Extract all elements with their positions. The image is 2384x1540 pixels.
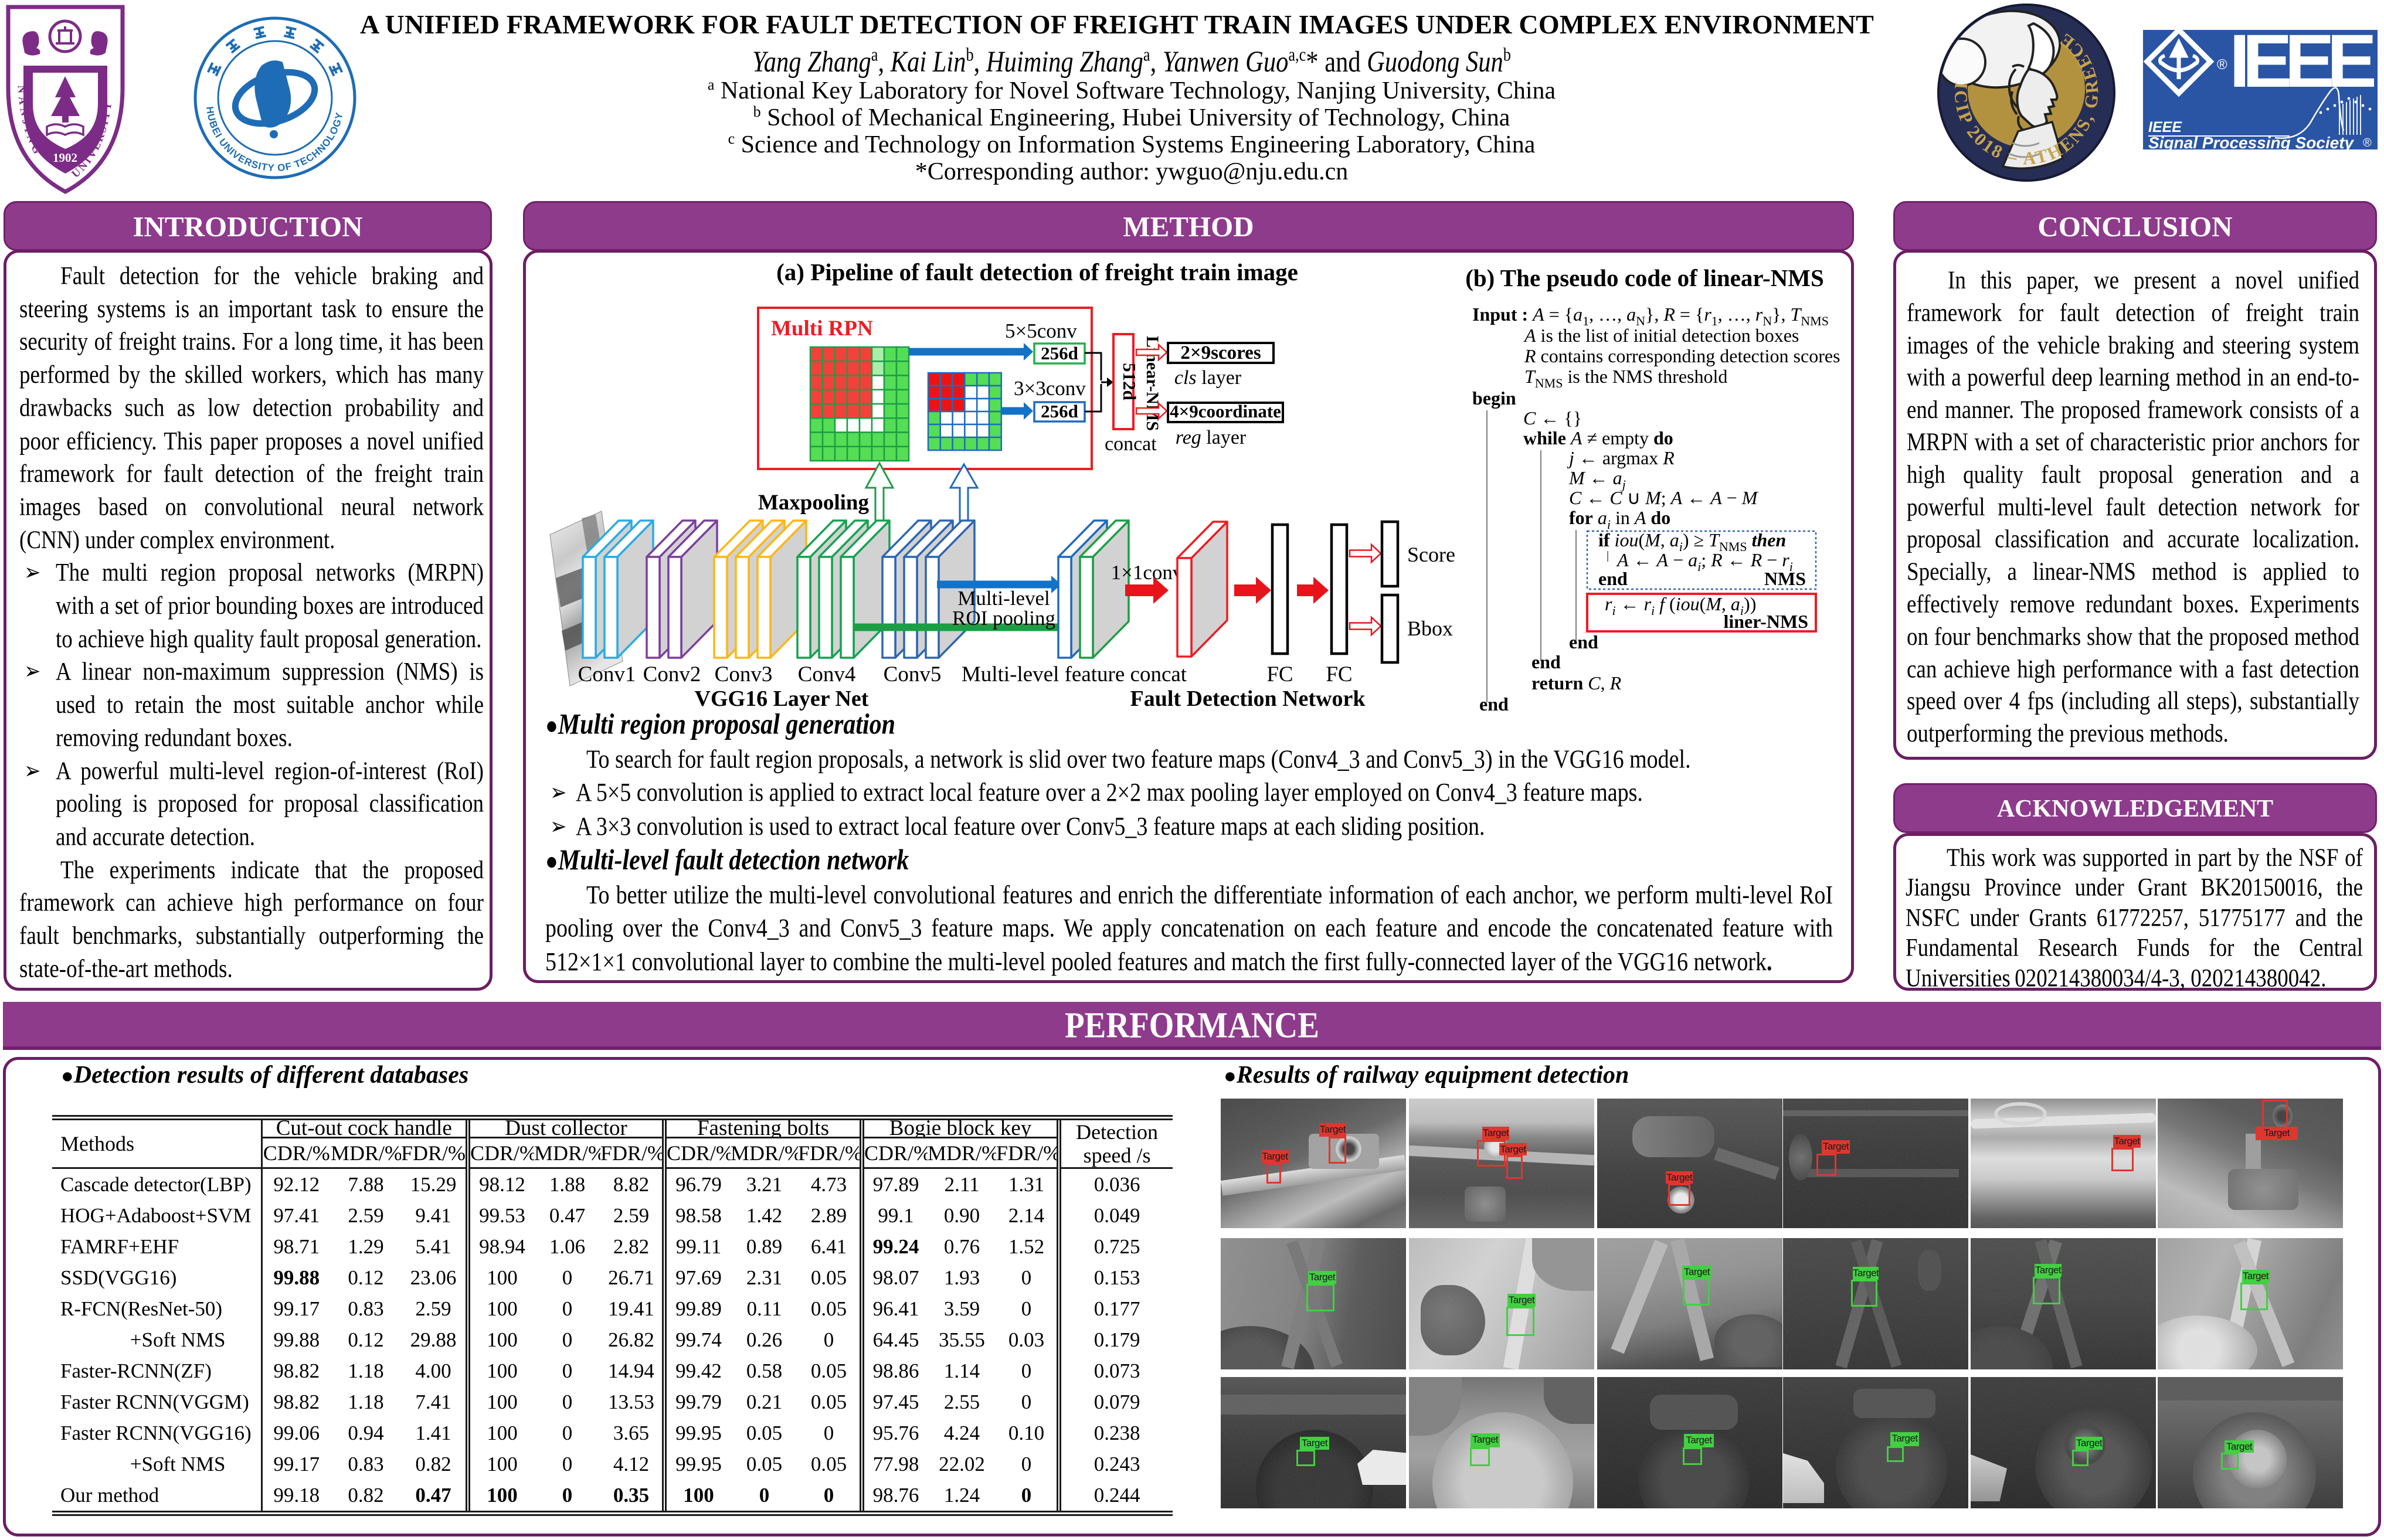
svg-text:Multi RPN: Multi RPN: [771, 317, 873, 341]
svg-text:ri ← ri f (iou(M, ai)): ri ← ri f (iou(M, ai)): [1605, 593, 1756, 618]
svg-text:end: end: [1569, 631, 1598, 652]
svg-text:while A ≠ empty do: while A ≠ empty do: [1523, 427, 1673, 448]
svg-text:cls layer: cls layer: [1174, 367, 1242, 389]
svg-text:return C, R: return C, R: [1531, 672, 1622, 693]
svg-text:FC: FC: [1266, 662, 1293, 686]
svg-text:j ← argmax R: j ← argmax R: [1567, 447, 1675, 468]
svg-text:IEEE: IEEE: [2229, 19, 2377, 103]
svg-text:5×5conv: 5×5conv: [1005, 319, 1077, 342]
svg-text:TNMS is the NMS threshold: TNMS is the NMS threshold: [1524, 366, 1727, 390]
svg-text:Bbox: Bbox: [1407, 617, 1453, 640]
svg-text:liner-NMS: liner-NMS: [1723, 611, 1808, 632]
svg-text:4×9coordinate: 4×9coordinate: [1170, 401, 1281, 421]
svg-text:FC: FC: [1326, 662, 1352, 686]
svg-text:M ← aj: M ← aj: [1568, 467, 1626, 492]
svg-text:reg layer: reg layer: [1176, 427, 1247, 448]
svg-text:Conv1: Conv1: [578, 662, 636, 686]
svg-text:(a) Pipeline of fault detectio: (a) Pipeline of fault detection of freig…: [776, 259, 1298, 285]
svg-text:NMS: NMS: [1764, 568, 1806, 589]
svg-text:Multi-level feature concat: Multi-level feature concat: [962, 662, 1187, 686]
svg-text:C ← {}: C ← {}: [1523, 407, 1582, 429]
svg-text:Multi-level: Multi-level: [957, 587, 1050, 610]
svg-text:1×1conv: 1×1conv: [1111, 561, 1183, 584]
svg-text:®: ®: [2363, 137, 2372, 149]
svg-text:Fault Detection Network: Fault Detection Network: [1130, 686, 1366, 711]
svg-text:3×3conv: 3×3conv: [1014, 377, 1086, 400]
svg-text:Conv5: Conv5: [884, 662, 942, 686]
svg-text:end: end: [1598, 568, 1628, 589]
svg-text:Score: Score: [1407, 543, 1455, 566]
svg-text:(b) The pseudo code of linear-: (b) The pseudo code of linear-NMS: [1465, 264, 1824, 291]
svg-text:512d: 512d: [1119, 363, 1140, 400]
svg-text:256d: 256d: [1041, 343, 1078, 363]
svg-text:256d: 256d: [1041, 401, 1078, 421]
svg-text:Input : A = {a1, …, aN}, R = {: Input : A = {a1, …, aN}, R = {r1, …, rN}…: [1472, 304, 1829, 328]
svg-text:end: end: [1531, 651, 1561, 672]
svg-text:if iou(M, ai) ≥ TNMS then: if iou(M, ai) ≥ TNMS then: [1598, 529, 1786, 554]
svg-text:concat: concat: [1105, 433, 1157, 455]
svg-text:2×9scores: 2×9scores: [1180, 342, 1261, 363]
svg-text:VGG16 Layer Net: VGG16 Layer Net: [695, 686, 869, 711]
svg-text:IEEE: IEEE: [2148, 119, 2182, 135]
svg-text:ROI pooling: ROI pooling: [952, 607, 1055, 630]
svg-text:end: end: [1479, 693, 1509, 715]
svg-text:Conv2: Conv2: [643, 662, 701, 686]
svg-text:A ← A − ai; R ← R − ri: A ← A − ai; R ← R − ri: [1616, 549, 1793, 574]
svg-text:Signal Processing Society: Signal Processing Society: [2148, 134, 2355, 152]
svg-text:Conv3: Conv3: [715, 662, 773, 686]
svg-text:C ← C ∪ M; A ← A − M: C ← C ∪ M; A ← A − M: [1569, 487, 1759, 508]
svg-text:Conv4: Conv4: [798, 662, 856, 686]
svg-text:Maxpooling: Maxpooling: [758, 491, 870, 515]
svg-text:A is the list of initial dete: A is the list of initial detection boxes: [1523, 325, 1799, 346]
svg-text:®: ®: [2217, 57, 2227, 73]
svg-text:R contains corresponding dete: R contains corresponding detection score…: [1524, 345, 1840, 366]
svg-text:begin: begin: [1472, 387, 1516, 409]
svg-text:for ai in A do: for ai in A do: [1569, 507, 1670, 532]
svg-text:1902: 1902: [53, 151, 77, 165]
